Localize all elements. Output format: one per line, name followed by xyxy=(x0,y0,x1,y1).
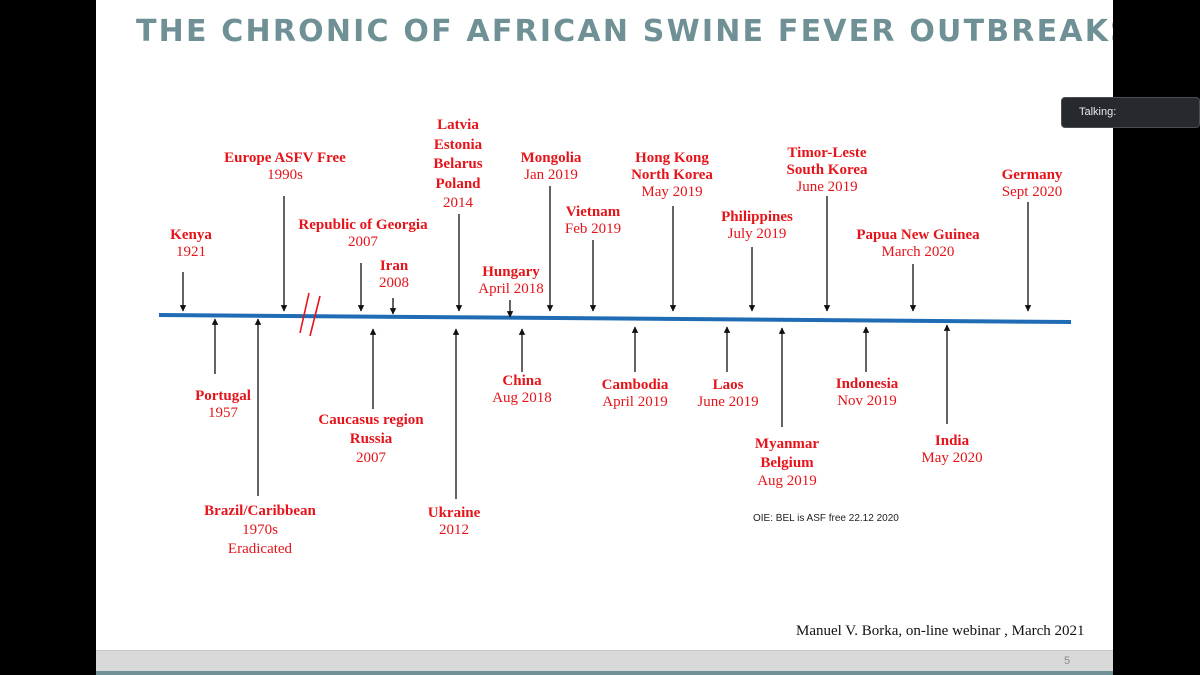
event-name: North Korea xyxy=(631,167,713,183)
event-date: Jan 2019 xyxy=(524,167,578,183)
event-name: Portugal xyxy=(195,388,251,404)
event-label-europe-asfv-free: Europe ASFV Free 1990s xyxy=(224,150,346,184)
event-name: Kenya xyxy=(170,227,212,243)
event-name: Papua New Guinea xyxy=(856,227,980,243)
event-date: Sept 2020 xyxy=(1001,184,1063,200)
event-name: Russia xyxy=(349,431,393,447)
event-date: March 2020 xyxy=(881,244,955,260)
event-date: Aug 2019 xyxy=(757,473,817,489)
event-date: 1957 xyxy=(207,405,238,421)
event-name: Laos xyxy=(712,377,744,393)
event-date: May 2020 xyxy=(921,450,983,466)
event-date: Eradicated xyxy=(227,541,293,557)
event-name: Latvia xyxy=(437,117,479,133)
event-name: Indonesia xyxy=(835,376,899,392)
event-label-vietnam: Vietnam Feb 2019 xyxy=(565,204,621,238)
event-name: Mongolia xyxy=(520,150,582,166)
event-date: Feb 2019 xyxy=(564,221,622,237)
event-label-cambodia: Cambodia April 2019 xyxy=(602,377,669,411)
event-date: April 2019 xyxy=(602,394,668,410)
event-label-republic-of-georgia: Republic of Georgia 2007 xyxy=(298,217,427,251)
event-label-portugal: Portugal 1957 xyxy=(195,388,251,422)
event-name: Brazil/Caribbean xyxy=(204,503,316,519)
event-name: Myanmar xyxy=(754,436,820,452)
event-name: Europe ASFV Free xyxy=(224,150,346,166)
timeline-diagram xyxy=(158,186,1072,499)
timeline-break-mark xyxy=(309,295,321,337)
talking-indicator: Talking: xyxy=(1061,97,1200,128)
event-name: Belarus xyxy=(433,156,483,172)
event-name: Caucasus region xyxy=(318,412,424,428)
event-date: 1970s xyxy=(242,522,278,538)
event-label-hungary: Hungary April 2018 xyxy=(478,264,543,298)
event-name: Iran xyxy=(379,258,409,274)
event-date: 2014 xyxy=(442,195,473,211)
event-date: July 2019 xyxy=(727,226,787,242)
event-name: Republic of Georgia xyxy=(298,217,428,233)
slide-title: THE CHRONIC OF AFRICAN SWINE FEVER OUTBR… xyxy=(136,14,1113,49)
event-date: 2008 xyxy=(379,275,409,291)
event-date: June 2019 xyxy=(697,394,759,410)
oie-note: OIE: BEL is ASF free 22.12 2020 xyxy=(753,513,899,524)
event-label-hong-kong-north-korea: Hong Kong North Korea May 2019 xyxy=(631,150,713,201)
event-date: Aug 2018 xyxy=(492,390,552,406)
event-label-latvia-estonia-belarus-poland: Latvia Estonia Belarus Poland 2014 xyxy=(433,116,482,214)
event-label-kenya: Kenya 1921 xyxy=(170,227,212,261)
event-name: China xyxy=(502,373,542,389)
event-label-brazil-caribbean: Brazil/Caribbean 1970s Eradicated xyxy=(204,502,316,559)
presentation-slide: THE CHRONIC OF AFRICAN SWINE FEVER OUTBR… xyxy=(96,0,1113,675)
event-date: May 2019 xyxy=(641,184,703,200)
slide-number: 5 xyxy=(1064,655,1071,667)
event-label-caucasus-russia: Caucasus region Russia 2007 xyxy=(318,411,423,468)
event-date: Nov 2019 xyxy=(837,393,897,409)
timeline-break-mark xyxy=(299,292,310,334)
event-date: June 2019 xyxy=(796,179,858,195)
event-label-timor-leste-south-korea: Timor-Leste South Korea June 2019 xyxy=(787,145,868,196)
event-label-philippines: Philippines July 2019 xyxy=(721,209,793,243)
event-name: South Korea xyxy=(786,162,868,178)
event-name: Belgium xyxy=(760,454,814,471)
event-label-iran: Iran 2008 xyxy=(379,258,409,292)
event-label-papua-new-guinea: Papua New Guinea March 2020 xyxy=(856,227,979,261)
event-label-myanmar-belgium: Myanmar Belgium Aug 2019 xyxy=(755,435,819,491)
event-label-mongolia: Mongolia Jan 2019 xyxy=(521,150,582,184)
event-name: Hong Kong xyxy=(635,150,709,166)
event-name: Philippines xyxy=(721,209,793,225)
slide-footer-bar xyxy=(96,650,1113,675)
event-date: 2012 xyxy=(439,522,469,538)
event-label-laos: Laos June 2019 xyxy=(697,377,758,411)
event-label-germany: Germany Sept 2020 xyxy=(1002,167,1063,201)
event-name: Timor-Leste xyxy=(787,145,867,161)
event-name: Poland xyxy=(435,175,481,192)
event-date: 1921 xyxy=(175,244,206,260)
event-name: Hungary xyxy=(482,264,540,280)
event-date: 2007 xyxy=(356,450,386,466)
event-name: Cambodia xyxy=(601,377,669,393)
event-name: Vietnam xyxy=(565,204,621,220)
event-label-china: China Aug 2018 xyxy=(492,373,552,407)
event-name: Germany xyxy=(1001,167,1063,183)
event-label-india: India May 2020 xyxy=(921,433,982,467)
event-name: Ukraine xyxy=(427,505,481,521)
citation: Manuel V. Borka, on-line webinar , March… xyxy=(796,623,1085,639)
event-date: April 2018 xyxy=(478,281,544,297)
event-date: 1990s xyxy=(267,167,303,183)
event-date: 2007 xyxy=(348,234,378,250)
event-label-ukraine: Ukraine 2012 xyxy=(428,505,481,539)
timeline-axis xyxy=(158,313,1072,324)
slide-footer-accent xyxy=(96,671,1113,675)
event-label-indonesia: Indonesia Nov 2019 xyxy=(836,376,899,410)
event-name: Estonia xyxy=(433,136,483,153)
event-name: India xyxy=(934,433,970,449)
